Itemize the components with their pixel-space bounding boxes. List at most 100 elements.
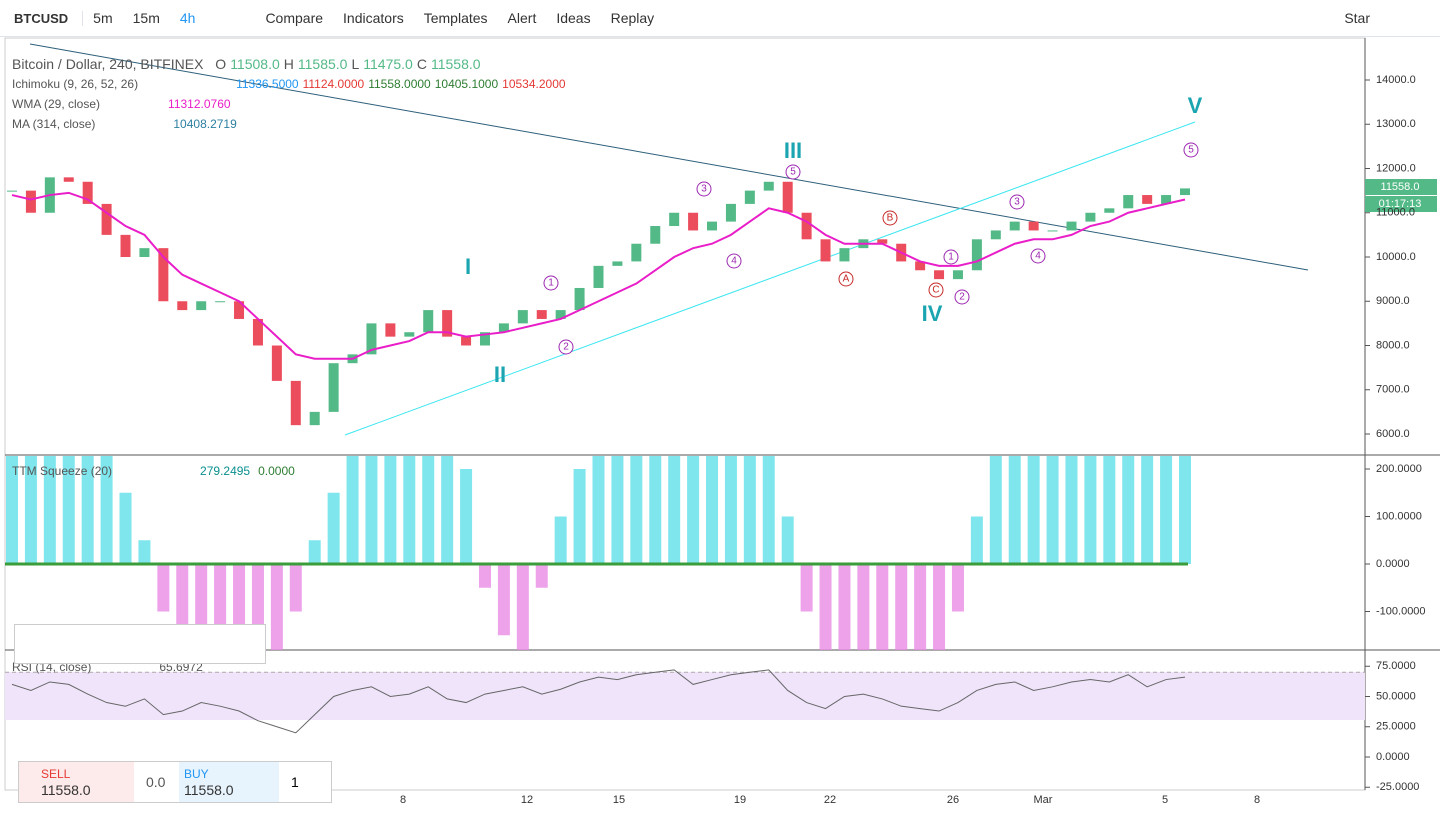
squeeze-bar [649, 456, 662, 564]
squeeze-bar [1046, 456, 1059, 564]
candle [820, 239, 831, 262]
candle [234, 301, 245, 319]
squeeze-bar [970, 516, 983, 564]
y-tick-label: -25.0000 [1376, 781, 1419, 793]
wave-point [1009, 194, 1025, 210]
price-tag-bg [1365, 179, 1437, 195]
frame [4, 37, 1366, 791]
button[interactable]: Compare [265, 10, 324, 26]
wave-point [1183, 142, 1199, 158]
squeeze-bar [914, 564, 927, 650]
candle [1047, 230, 1058, 232]
qty[interactable]: 1 [291, 774, 299, 790]
squeeze-bar [403, 456, 416, 564]
y-tick-label: 7000.0 [1376, 384, 1410, 396]
x-tick-label: 15 [613, 794, 625, 806]
candle [385, 323, 396, 337]
y-tick-label: 12000.0 [1376, 162, 1416, 174]
wave-point [882, 210, 898, 226]
star[interactable]: Star [1344, 10, 1370, 26]
squeeze-bar [1008, 456, 1021, 564]
legend-ichimoku: Ichimoku (9, 26, 52, 26) 11336.5000 11124.… [12, 77, 570, 91]
candle [782, 181, 793, 213]
wave-point [838, 271, 854, 287]
squeeze-bar [857, 564, 870, 650]
wave-point-label: 1 [548, 278, 554, 289]
wave-label: III [784, 138, 802, 163]
y-tick-label: 14000.0 [1376, 74, 1416, 86]
y-tick-label: 6000.0 [1376, 428, 1410, 440]
x-tick-label: 12 [521, 794, 533, 806]
candle [1028, 221, 1039, 231]
ind-value: 11558.0000 [368, 77, 431, 91]
squeeze-bar [460, 469, 473, 564]
button[interactable]: Templates [423, 10, 488, 26]
squeeze-bar [687, 456, 700, 564]
squeeze-bar [270, 564, 283, 650]
squeeze-bar [157, 564, 170, 612]
countdown: 01:17:13 [1379, 198, 1422, 210]
button[interactable]: Alert [507, 10, 537, 26]
squeeze-bar [497, 564, 510, 636]
price-tag: 11558.0 [1381, 181, 1420, 193]
drawing-toolbar[interactable] [14, 624, 266, 664]
candle [801, 212, 812, 240]
squeeze-bar [441, 456, 454, 564]
interval[interactable]: 4h [179, 10, 196, 26]
wave-point-label: A [843, 274, 850, 285]
trendline [344, 121, 1196, 436]
wave-label: II [494, 362, 506, 387]
ind-name: MA (314, close) [12, 117, 96, 131]
sell-price: 11558.0 [41, 782, 91, 798]
candle [990, 230, 1001, 240]
squeeze-bar [724, 456, 737, 564]
ind-value: 0.0000 [258, 464, 295, 478]
squeeze-bar [1160, 456, 1173, 564]
ohlc-value: 11508.0 [230, 56, 280, 72]
squeeze-bar [1141, 456, 1154, 564]
ohlc-key: O [215, 56, 227, 72]
squeeze-bar [535, 564, 548, 588]
candle [915, 261, 926, 271]
candle [555, 310, 566, 319]
squeeze-bar [989, 456, 1002, 564]
interval[interactable]: 15m [132, 10, 160, 26]
y-tick-label: 200.0000 [1376, 463, 1422, 475]
candle [366, 323, 377, 355]
squeeze-bar [933, 564, 946, 650]
symbol[interactable]: BTCUSD [0, 10, 84, 26]
candle [196, 301, 207, 311]
ind-value: 10534.2000 [502, 77, 566, 91]
legend-title: Bitcoin / Dollar, 240, BITFINEX [12, 56, 204, 72]
button[interactable]: Replay [610, 10, 655, 26]
candle [952, 270, 963, 280]
x-tick-label: 26 [947, 794, 959, 806]
interval[interactable]: 5m [93, 10, 113, 26]
squeeze-bar [1179, 456, 1191, 564]
squeeze-bar [554, 516, 567, 564]
candle [744, 190, 755, 204]
countdown-bg [1365, 196, 1437, 212]
wave-point [726, 253, 742, 269]
squeeze-bar [346, 456, 359, 564]
x-tick-label: 8 [1254, 794, 1260, 806]
button[interactable]: Ideas [556, 10, 591, 26]
legend-wma: WMA (29, close) 11312.0760 [12, 97, 231, 111]
squeeze-bar [781, 516, 794, 564]
candle [517, 310, 528, 324]
ohlc: O 11508.0 H 11585.0 L 11475.0 C 11558.0 [215, 56, 484, 72]
button[interactable]: Indicators [343, 10, 404, 26]
candle [896, 243, 907, 262]
squeeze-bar [668, 456, 681, 564]
wma-line [11, 191, 1186, 360]
sell-box[interactable] [19, 762, 134, 802]
wave-point-label: 1 [948, 252, 954, 263]
squeeze-bar [1084, 456, 1097, 564]
wave-point-label: 2 [959, 292, 965, 303]
candle [1142, 195, 1153, 204]
wave-point-label: 3 [1014, 197, 1020, 208]
buy-box[interactable] [179, 762, 279, 802]
y-tick-label: 100.0000 [1376, 510, 1422, 522]
squeeze-bar [951, 564, 964, 612]
candle [328, 363, 339, 412]
